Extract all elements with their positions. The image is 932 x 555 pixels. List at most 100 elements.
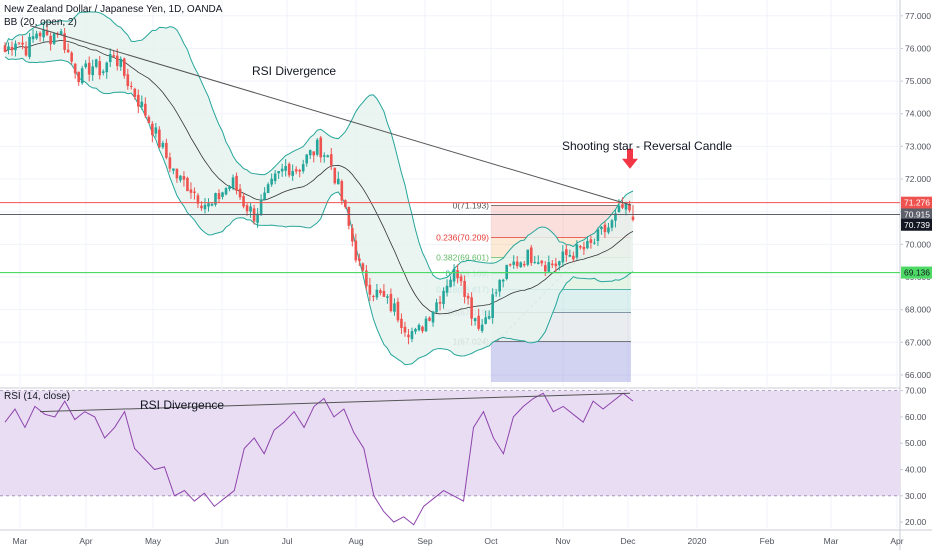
candle-body <box>189 189 193 193</box>
candle-body <box>347 207 351 226</box>
candle-body <box>94 59 98 67</box>
rsi-y-tick-label: 50.00 <box>905 438 927 448</box>
candle-body <box>554 263 558 267</box>
candle-body <box>59 31 63 35</box>
candle-body <box>224 188 228 195</box>
candle-body <box>600 226 603 230</box>
candle-body <box>424 318 428 332</box>
candle-body <box>631 216 635 220</box>
candle-body <box>375 289 379 298</box>
candle-body <box>526 249 530 265</box>
candle-body <box>365 270 368 287</box>
candle-body <box>351 228 354 242</box>
candle-body <box>389 293 393 311</box>
candle-body <box>231 177 235 188</box>
candle-body <box>165 142 168 158</box>
candle-body <box>137 94 140 107</box>
x-tick-label: Sep <box>417 536 432 546</box>
candle-body <box>438 301 442 304</box>
candle-body <box>217 193 221 200</box>
candle-body <box>49 35 52 45</box>
candle-body <box>126 74 130 87</box>
candle-body <box>245 205 249 212</box>
candle-body <box>210 203 214 206</box>
candle-body <box>130 85 133 87</box>
shooting-star-label: Shooting star - Reversal Candle <box>562 139 733 153</box>
candle-body <box>614 213 617 221</box>
rsi-trendline[interactable] <box>39 392 631 413</box>
candle-body <box>24 46 28 56</box>
candle-body <box>589 239 593 243</box>
indicator-title[interactable]: BB (20, open, 2) <box>4 17 77 28</box>
rsi-divergence-label: RSI Divergence <box>252 64 337 78</box>
candle-body <box>315 139 319 155</box>
candle-body <box>322 155 326 157</box>
y-tick-label: 72.000 <box>905 174 931 184</box>
candle-body <box>298 170 302 172</box>
candle-body <box>21 42 24 45</box>
x-tick-label: Aug <box>348 536 363 546</box>
candle-body <box>379 290 382 294</box>
resistance-price-tag-bg <box>901 196 932 209</box>
candle-body <box>568 254 572 257</box>
candle-body <box>91 66 95 76</box>
candle-body <box>280 168 284 172</box>
candle-body <box>312 151 316 156</box>
candle-body <box>235 175 238 191</box>
candle-body <box>501 279 505 282</box>
candle-body <box>449 279 452 288</box>
candle-body <box>256 213 259 223</box>
candle-body <box>228 185 231 189</box>
candle-body <box>396 301 400 321</box>
candle-body <box>459 276 463 282</box>
candle-body <box>214 193 217 205</box>
candle-body <box>421 326 424 332</box>
price-trendline[interactable] <box>29 25 632 206</box>
candle-body <box>456 270 459 279</box>
rsi-y-tick-label: 30.00 <box>905 491 927 501</box>
candle-body <box>179 175 182 181</box>
candle-body <box>52 33 56 44</box>
candle-body <box>407 334 410 338</box>
rsi-title[interactable]: RSI (14, close) <box>4 391 71 402</box>
x-tick-label: Dec <box>620 536 636 546</box>
candle-body <box>308 150 312 156</box>
x-tick-label: Feb <box>760 536 775 546</box>
rsi-y-tick-label: 20.00 <box>905 517 927 527</box>
candle-body <box>319 137 323 158</box>
candle-body <box>158 129 161 148</box>
last-price-tag-bg <box>901 208 932 221</box>
candle-body <box>151 123 154 136</box>
candle-body <box>442 290 445 305</box>
candle-body <box>372 295 375 297</box>
candle-body <box>122 58 126 76</box>
candle-body <box>266 184 270 194</box>
candle-body <box>393 303 396 312</box>
candle-body <box>358 258 361 262</box>
bb-lower-band <box>4 56 634 366</box>
candle-body <box>238 188 242 198</box>
candle-body <box>263 192 266 200</box>
candle-body <box>133 88 137 97</box>
symbol-title[interactable]: New Zealand Dollar / Japanese Yen, 1D, O… <box>4 4 223 15</box>
candle-body <box>361 263 365 271</box>
candle-body <box>98 61 102 76</box>
candle-body <box>414 328 417 332</box>
down-arrow-icon <box>622 148 638 169</box>
x-tick-label: Nov <box>555 536 571 546</box>
candle-body <box>403 326 407 333</box>
candle-body <box>147 116 151 123</box>
candle-body <box>221 192 224 197</box>
drawing-lines[interactable] <box>0 25 900 274</box>
candle-body <box>161 142 165 148</box>
candle-body <box>305 154 309 164</box>
candle-body <box>344 200 347 207</box>
candle-body <box>400 318 403 328</box>
candle-body <box>558 261 561 266</box>
candle-body <box>621 204 624 208</box>
candle-body <box>196 195 200 204</box>
candle-body <box>565 249 568 256</box>
candle-body <box>249 206 252 212</box>
